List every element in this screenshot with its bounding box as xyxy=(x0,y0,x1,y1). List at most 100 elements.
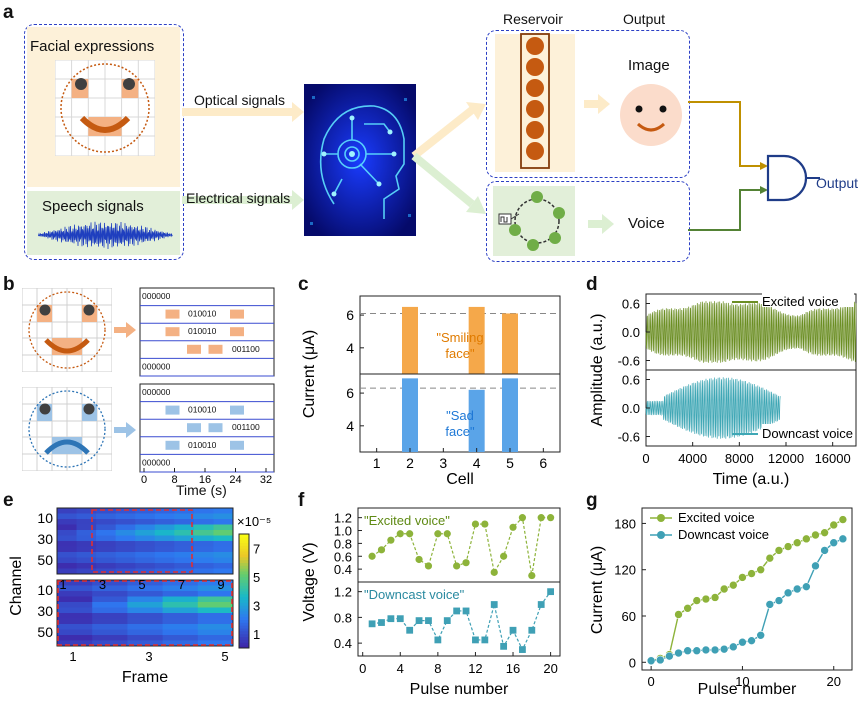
and-gate-diagram xyxy=(688,101,808,231)
g-downcast-point-15 xyxy=(783,588,793,598)
reservoir-label: Reservoir xyxy=(503,11,563,27)
e-colorbar-tick: 5 xyxy=(253,570,260,585)
smile-seq-pulse xyxy=(230,309,244,319)
e-bottom-heatmap-cell xyxy=(92,596,128,603)
e-colorbar-segment xyxy=(239,559,249,563)
f-downcast-point-12 xyxy=(472,636,479,644)
voltage-chart-f: 0.40.60.81.01.2 "Excited voice"0.40.81.2 "… xyxy=(301,507,561,698)
e-top-heatmap-cell xyxy=(96,508,117,514)
e-bottom-xtick-label: 5 xyxy=(221,649,228,664)
d-xtick-label: 16000 xyxy=(815,451,851,466)
e-bottom-heatmap-cell xyxy=(197,640,234,647)
e-bottom-heatmap-cell xyxy=(92,624,128,630)
e-colorbar-segment xyxy=(239,633,249,638)
e-top-heatmap-cell xyxy=(76,563,97,569)
e-top-heatmap-cell xyxy=(96,568,117,575)
e-top-heatmap-cell xyxy=(213,568,234,575)
f-xtick-label: 16 xyxy=(506,661,520,676)
smile-seq-code-label: 010010 xyxy=(188,309,217,319)
d-legend-bg xyxy=(762,292,854,307)
g-downcast-point-12 xyxy=(756,630,765,640)
g-downcast-point-20 xyxy=(829,538,839,548)
e-top-heatmap-cell xyxy=(174,513,195,520)
e-top-heatmap-cell xyxy=(115,546,136,553)
panel-label-g: g xyxy=(586,490,598,511)
f-downcast-point-7 xyxy=(425,617,432,625)
f-xtick-label: 4 xyxy=(397,661,404,676)
e-colorbar-segment xyxy=(239,571,249,575)
f-pane-frame xyxy=(357,581,561,657)
e-colorbar-tick: 1 xyxy=(253,627,260,642)
d-xtick-label: 8000 xyxy=(725,451,754,466)
f-excited-point-13 xyxy=(481,520,489,528)
f-xlabel: Pulse number xyxy=(410,681,509,698)
sad-seq-pulse xyxy=(165,440,180,450)
e-ytick-label: 50 xyxy=(37,552,53,568)
smile-seq-code-label: 010010 xyxy=(188,326,217,336)
f-excited-point-7 xyxy=(424,562,433,570)
e-top-xtick-label: 1 xyxy=(59,577,66,592)
e-top-heatmap-cell xyxy=(193,513,214,520)
f-excited-point-8 xyxy=(434,530,442,538)
f-ytick-label: 1.2 xyxy=(334,585,352,600)
g-ytick-label: 120 xyxy=(614,563,636,578)
c-xtick-label: 4 xyxy=(473,455,481,471)
c-series-label-line2: face" xyxy=(445,424,475,439)
g-series-line-1 xyxy=(651,538,844,662)
e-top-heatmap-cell xyxy=(135,557,156,564)
g-downcast-point-10 xyxy=(738,637,747,647)
e-bottom-heatmap-frame xyxy=(56,579,234,647)
e-top-heatmap-cell xyxy=(154,519,175,525)
c-series-label-line1: "Sad xyxy=(446,408,474,423)
e-top-heatmap-cell xyxy=(57,524,78,531)
e-bottom-xtick-label: 3 xyxy=(145,649,152,664)
g-downcast-point-17 xyxy=(802,582,811,591)
f-excited-point-9 xyxy=(443,530,451,538)
e-top-heatmap-cell xyxy=(135,530,156,536)
e-bottom-heatmap-cell xyxy=(127,629,164,636)
e-bottom-heatmap-cell xyxy=(127,640,164,647)
g-xtick-label: 10 xyxy=(735,674,749,689)
e-colorbar-segment xyxy=(239,548,249,552)
f-ytick-label: 0.4 xyxy=(334,636,352,651)
voice-arrow xyxy=(588,214,614,234)
f-downcast-point-2 xyxy=(378,619,385,626)
e-bottom-heatmap-cell xyxy=(197,585,234,592)
g-excited-point-7 xyxy=(710,593,720,602)
e-colorbar-segment xyxy=(239,534,249,538)
e-colorbar-segment xyxy=(239,536,249,541)
b-xtick-label: 24 xyxy=(229,474,241,486)
e-top-heatmap-frame xyxy=(56,507,234,575)
g-downcast-point-6 xyxy=(701,645,711,655)
sad-seq-code-label: 010010 xyxy=(188,440,217,450)
e-top-xtick-label: 5 xyxy=(138,577,145,592)
e-top-heatmap-cell xyxy=(174,546,195,553)
e-bottom-heatmap-cell xyxy=(197,618,234,625)
e-bottom-heatmap-cell xyxy=(127,602,164,608)
e-bottom-heatmap-cell xyxy=(197,591,234,597)
e-top-heatmap-cell xyxy=(76,546,97,553)
f-excited-point-2 xyxy=(377,546,386,554)
e-top-heatmap-cell xyxy=(193,530,214,536)
pulse-sequence-chart: 000000 010010 010010 001100 000000 000000 0100… xyxy=(139,287,275,486)
e-top-heatmap-cell xyxy=(174,535,195,542)
e-bottom-heatmap-cell xyxy=(92,591,128,597)
f-downcast-point-13 xyxy=(481,636,489,644)
e-top-heatmap-cell xyxy=(76,552,97,558)
e-top-heatmap-cell xyxy=(76,535,97,542)
f-excited-point-19 xyxy=(537,514,545,522)
e-colorbar-segment xyxy=(239,642,249,646)
f-excited-point-3 xyxy=(387,536,395,544)
e-bottom-heatmap-cell xyxy=(57,602,93,608)
image-output-box xyxy=(486,30,690,178)
g-downcast-point-5 xyxy=(692,646,702,656)
e-top-heatmap-cell xyxy=(154,568,175,575)
e-colorbar-segment xyxy=(239,593,249,598)
e-top-heatmap-cell xyxy=(96,541,117,547)
g-plot-frame xyxy=(641,507,853,671)
e-top-heatmap-cell xyxy=(135,513,156,520)
f-downcast-point-3 xyxy=(387,615,395,623)
g-legend-marker xyxy=(657,531,665,539)
e-bottom-heatmap-cell xyxy=(127,635,164,641)
e-top-heatmap-cell xyxy=(154,563,175,569)
